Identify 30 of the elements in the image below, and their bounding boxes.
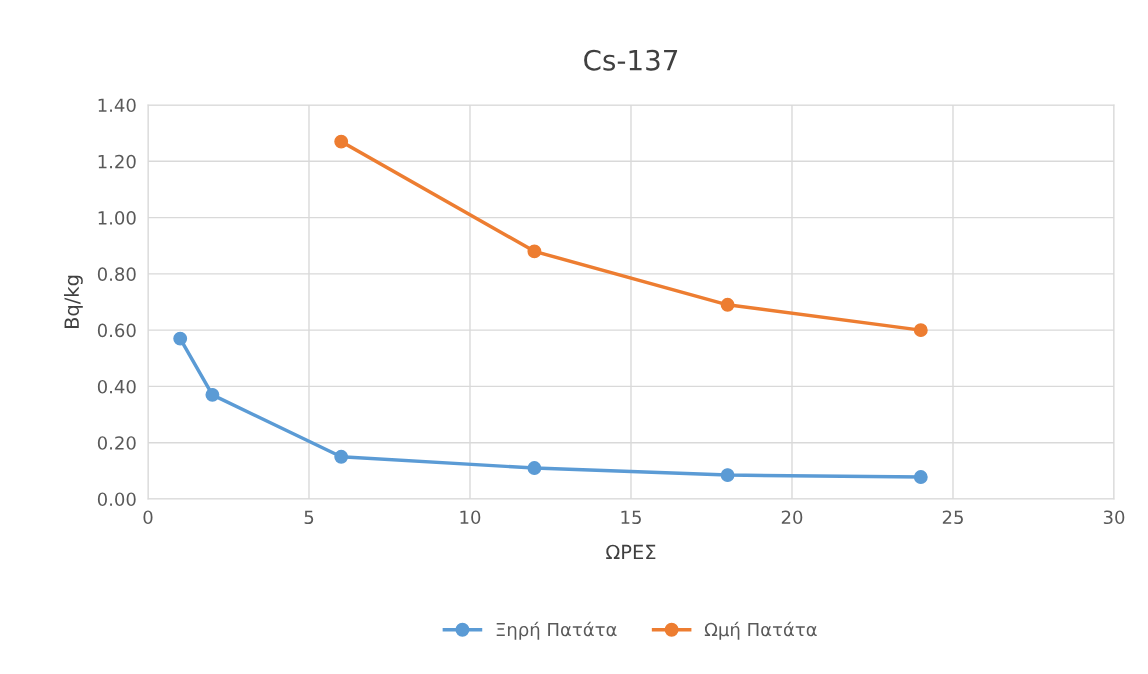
y-tick-label: 1.40 [98,98,136,113]
point [720,297,735,312]
x-axis-title: ΩΡΕΣ [606,544,656,560]
y-tick-label: 0.20 [97,436,136,450]
point [334,134,349,149]
x-tick-label: 0 [143,510,153,525]
x-tick-label: 25 [942,510,963,525]
legend-label: Ξηρή Πατάτα [496,621,617,640]
chart-title: Cs-137 [584,49,678,71]
point [173,331,188,346]
point [205,387,220,402]
point [913,323,928,338]
x-tick-label: 15 [621,510,641,525]
y-tick-label: 0.40 [97,379,136,394]
x-tick-label: 10 [460,510,481,525]
y-tick-label: 0.80 [97,267,136,281]
point [334,449,349,464]
point [720,468,735,483]
y-tick-label: 0.60 [97,323,136,338]
x-tick-label: 30 [1103,510,1125,525]
point [527,461,542,475]
point [913,470,928,484]
point [527,244,542,259]
y-tick-label: 1.00 [98,211,136,225]
y-axis-title: Bq/kg [63,275,83,329]
legend-label: Ωμή Πατάτα [704,621,817,640]
y-tick-label: 0.00 [97,492,136,507]
x-tick-label: 5 [304,510,314,525]
x-tick-label: 20 [781,510,803,525]
y-tick-label: 1.20 [98,154,136,169]
